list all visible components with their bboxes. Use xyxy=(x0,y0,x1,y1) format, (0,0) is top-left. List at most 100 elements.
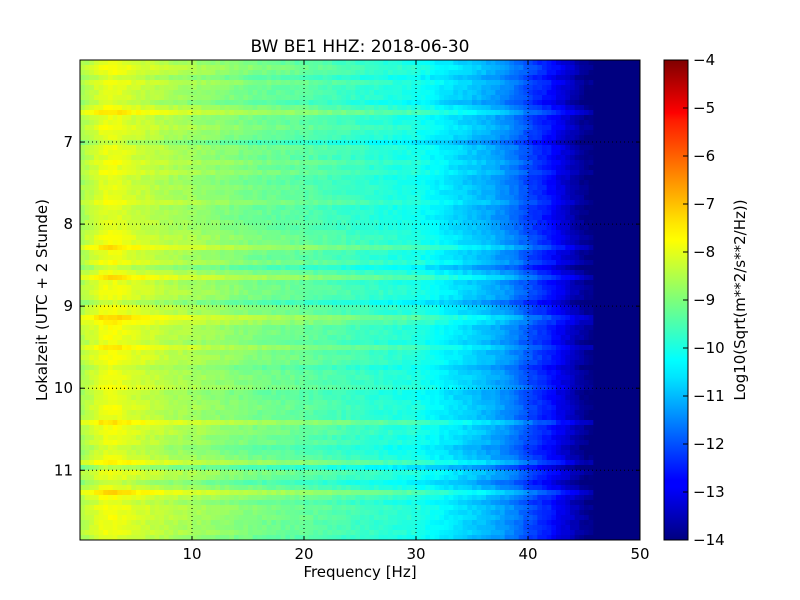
heatmap-cell xyxy=(262,105,268,111)
heatmap-cell xyxy=(509,210,515,216)
heatmap-cell xyxy=(565,255,571,261)
heatmap-cell xyxy=(327,235,333,241)
heatmap-cell xyxy=(89,190,95,196)
heatmap-cell xyxy=(514,135,520,141)
heatmap-cell xyxy=(290,235,296,241)
heatmap-cell xyxy=(509,95,515,101)
heatmap-cell xyxy=(238,250,244,256)
heatmap-cell xyxy=(168,65,174,71)
heatmap-cell xyxy=(574,180,580,186)
heatmap-cell xyxy=(210,220,216,226)
heatmap-cell xyxy=(514,190,520,196)
heatmap-cell xyxy=(453,125,459,131)
heatmap-cell xyxy=(122,65,128,71)
heatmap-cell xyxy=(514,180,520,186)
heatmap-cell xyxy=(509,115,515,121)
heatmap-cell xyxy=(280,95,286,101)
heatmap-cell xyxy=(327,195,333,201)
heatmap-cell xyxy=(537,60,543,66)
heatmap-cell xyxy=(243,180,249,186)
heatmap-cell xyxy=(462,260,468,266)
heatmap-cell xyxy=(206,125,212,131)
heatmap-cell xyxy=(150,215,156,221)
heatmap-cell xyxy=(238,235,244,241)
heatmap-cell xyxy=(411,245,417,251)
heatmap-cell xyxy=(154,110,160,116)
heatmap-cell xyxy=(234,120,240,126)
heatmap-cell xyxy=(220,165,226,171)
heatmap-cell xyxy=(383,160,389,166)
heatmap-cell xyxy=(369,120,375,126)
heatmap-cell xyxy=(98,150,104,156)
heatmap-cell xyxy=(164,185,170,191)
heatmap-cell xyxy=(467,70,473,76)
heatmap-cell xyxy=(224,265,230,271)
heatmap-cell xyxy=(560,190,566,196)
heatmap-cell xyxy=(308,190,314,196)
heatmap-cell xyxy=(84,70,90,76)
heatmap-cell xyxy=(112,65,118,71)
heatmap-cell xyxy=(145,175,151,181)
heatmap-cell xyxy=(313,90,319,96)
heatmap-cell xyxy=(369,90,375,96)
heatmap-cell xyxy=(112,100,118,106)
heatmap-cell xyxy=(626,245,632,251)
heatmap-cell xyxy=(173,60,179,66)
heatmap-cell xyxy=(117,205,123,211)
heatmap-cell xyxy=(178,100,184,106)
heatmap-cell xyxy=(276,100,282,106)
heatmap-cell xyxy=(308,240,314,246)
heatmap-cell xyxy=(178,210,184,216)
heatmap-cell xyxy=(588,220,594,226)
heatmap-cell xyxy=(616,105,622,111)
heatmap-cell xyxy=(364,165,370,171)
heatmap-cell xyxy=(187,120,193,126)
heatmap-cell xyxy=(304,100,310,106)
heatmap-cell xyxy=(579,145,585,151)
heatmap-cell xyxy=(486,230,492,236)
heatmap-cell xyxy=(448,255,454,261)
heatmap-cell xyxy=(514,170,520,176)
heatmap-cell xyxy=(248,100,254,106)
heatmap-cell xyxy=(458,215,464,221)
heatmap-cell xyxy=(206,180,212,186)
heatmap-cell xyxy=(285,160,291,166)
heatmap-cell xyxy=(626,85,632,91)
heatmap-cell xyxy=(122,185,128,191)
heatmap-cell xyxy=(616,125,622,131)
heatmap-cell xyxy=(187,150,193,156)
heatmap-cell xyxy=(168,105,174,111)
heatmap-cell xyxy=(192,215,198,221)
heatmap-cell xyxy=(131,65,137,71)
heatmap-cell xyxy=(154,90,160,96)
heatmap-cell xyxy=(131,235,137,241)
heatmap-cell xyxy=(416,140,422,146)
heatmap-cell xyxy=(108,265,114,271)
heatmap-cell xyxy=(299,230,305,236)
heatmap-cell xyxy=(514,70,520,76)
heatmap-cell xyxy=(490,250,496,256)
heatmap-cell xyxy=(271,150,277,156)
heatmap-cell xyxy=(290,145,296,151)
heatmap-cell xyxy=(117,135,123,141)
heatmap-cell xyxy=(518,140,524,146)
heatmap-cell xyxy=(392,255,398,261)
heatmap-cell xyxy=(584,215,590,221)
heatmap-cell xyxy=(117,170,123,176)
heatmap-cell xyxy=(234,85,240,91)
heatmap-cell xyxy=(122,235,128,241)
heatmap-cell xyxy=(602,65,608,71)
heatmap-cell xyxy=(196,250,202,256)
heatmap-cell xyxy=(154,135,160,141)
heatmap-cell xyxy=(234,230,240,236)
heatmap-cell xyxy=(500,105,506,111)
heatmap-cell xyxy=(154,210,160,216)
heatmap-cell xyxy=(532,100,538,106)
heatmap-cell xyxy=(490,190,496,196)
heatmap-cell xyxy=(154,170,160,176)
heatmap-cell xyxy=(332,185,338,191)
heatmap-cell xyxy=(210,105,216,111)
heatmap-cell xyxy=(262,195,268,201)
heatmap-cell xyxy=(453,255,459,261)
heatmap-cell xyxy=(248,190,254,196)
